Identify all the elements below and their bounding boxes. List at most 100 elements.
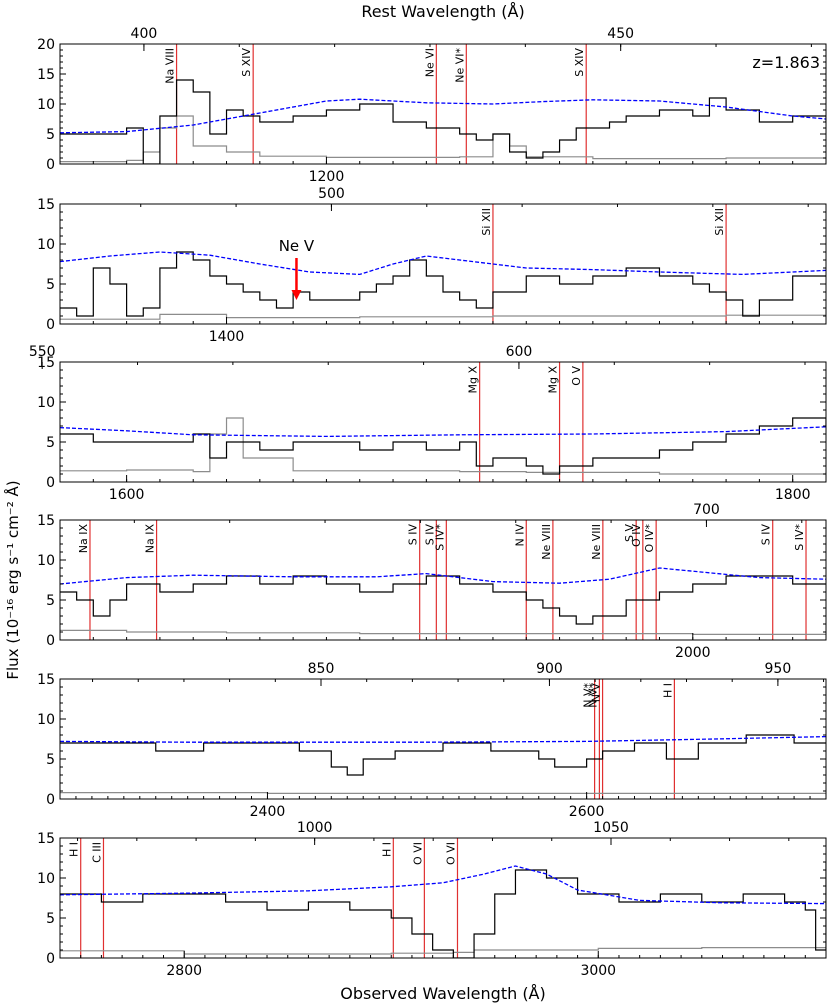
y-tick-label: 5 [46, 435, 55, 451]
error-spectrum [60, 629, 826, 635]
y-tick-label: 5 [46, 277, 55, 293]
obs-tick-label: 1800 [775, 487, 811, 503]
flux-axis-title: Flux (10⁻¹⁶ erg s⁻¹ cm⁻² Å) [3, 480, 22, 679]
line-marker-label: O IV* [643, 524, 656, 553]
error-spectrum [60, 792, 826, 795]
obs-tick-label: 1200 [309, 169, 345, 185]
obs-tick-label: 1400 [209, 329, 245, 345]
rest-tick-label: 600 [506, 344, 533, 360]
panel-frame [59, 203, 827, 325]
panel-1: Na VIII S XIV Ne VI Ne VI* S XIV 0 5 10 15 20 1200… [37, 26, 827, 185]
line-marker-label: S IV* [433, 524, 446, 551]
obs-tick-label: 2800 [166, 963, 202, 979]
rest-tick-label: 450 [607, 26, 634, 42]
line-marker-label: Na IX [144, 524, 157, 554]
rest-tick-label: 500 [318, 186, 345, 202]
y-tick-label: 15 [37, 831, 55, 847]
panel-5: N V*N V*N V H I 0 5 10 15 2400 2600 850 900 950 [37, 661, 827, 820]
obs-tick-label: 2000 [675, 645, 711, 661]
rest-tick-label: 700 [693, 502, 720, 518]
line-marker-label: S XIV [573, 48, 586, 77]
flux-spectrum [60, 79, 826, 164]
rest-tick-label: 550 [29, 344, 56, 360]
error-spectrum [60, 313, 826, 320]
error-spectrum [60, 115, 826, 163]
line-marker-label: S V [623, 524, 636, 542]
panels: Na VIII S XIV Ne VI Ne VI* S XIV 0 5 10 15 20 1200… [29, 26, 827, 979]
y-tick-label: 10 [37, 712, 55, 728]
y-tick-label: 10 [37, 237, 55, 253]
y-tick-label: 10 [37, 97, 55, 113]
continuum-fit [60, 251, 826, 276]
plot-area [60, 679, 826, 799]
rest-tick-label: 950 [765, 661, 792, 677]
line-marker-label: C III [90, 842, 103, 863]
flux-spectrum [60, 251, 826, 317]
line-marker-label: N IV [513, 524, 526, 547]
flux-spectrum [60, 417, 826, 475]
line-marker-label: Na IX [77, 524, 90, 554]
line-marker-label: Na VIII [164, 48, 177, 84]
panel-3: Mg XMg XO V05101516001800550600650 [29, 344, 827, 503]
line-marker-label: S IV [760, 524, 773, 546]
panel-6: H I C III H I O VI O VI 0 5 10 15 2800 3000 1000 105… [37, 820, 827, 979]
line-marker-label: S IV [407, 524, 420, 546]
y-tick-label: 0 [46, 475, 55, 491]
continuum-fit [60, 426, 826, 438]
error-spectrum [60, 417, 826, 475]
panel-frame [59, 837, 827, 959]
y-tick-label: 10 [37, 553, 55, 569]
y-tick-label: 15 [37, 513, 55, 529]
continuum-fit [60, 735, 826, 743]
y-tick-label: 10 [37, 871, 55, 887]
line-marker-label: H I [661, 683, 674, 698]
redshift-label: z=1.863 [752, 53, 820, 72]
line-marker-label: N V [590, 683, 603, 703]
rest-tick-label: 400 [131, 26, 158, 42]
obs-tick-label: 2600 [569, 804, 605, 820]
continuum-fit [60, 865, 826, 905]
y-tick-label: 15 [37, 67, 55, 83]
continuum-fit [60, 98, 826, 134]
line-marker-label: O VI [444, 842, 457, 865]
plot-area [60, 362, 826, 482]
flux-spectrum [60, 734, 826, 776]
flux-spectrum [60, 862, 826, 958]
line-marker-label: Ne VI [423, 48, 436, 77]
line-marker-label: Mg X [467, 366, 480, 394]
y-tick-label: 10 [37, 395, 55, 411]
panel-frame [59, 519, 827, 641]
observed-wavelength-title: Observed Wavelength (Å) [340, 984, 546, 1003]
line-marker-label: O V [570, 366, 583, 386]
panel-4: Na IX Na IX S IV S IVS IV* N IV Ne VIII Ne VII… [37, 502, 827, 661]
rest-tick-label: 1000 [297, 820, 333, 836]
line-marker-label: Si XII [713, 208, 726, 236]
y-tick-label: 15 [37, 672, 55, 688]
obs-tick-label: 2400 [250, 804, 286, 820]
y-tick-label: 0 [46, 317, 55, 333]
plot-area [60, 204, 826, 324]
line-marker-label: Ne VIII [590, 524, 603, 560]
line-marker-label: N V* [586, 683, 599, 708]
obs-tick-label: 3000 [580, 963, 616, 979]
y-tick-label: 15 [37, 197, 55, 213]
y-tick-label: 5 [46, 911, 55, 927]
ne-v-label: Ne V [279, 237, 315, 255]
line-marker-label: H I [380, 842, 393, 857]
line-marker-label: Mg X [547, 366, 560, 394]
line-marker-label: S IV [423, 524, 436, 546]
ne-v-arrow-head [291, 290, 302, 300]
y-tick-label: 5 [46, 752, 55, 768]
y-tick-label: 0 [46, 633, 55, 649]
continuum-fit [60, 567, 826, 585]
rest-tick-label: 900 [536, 661, 563, 677]
panel-frame [59, 361, 827, 483]
line-marker-label: Ne VIII [540, 524, 553, 560]
obs-tick-label: 1600 [109, 487, 145, 503]
y-tick-label: 0 [46, 951, 55, 967]
plot-area [60, 520, 826, 640]
y-tick-label: 5 [46, 127, 55, 143]
plot-area [60, 44, 826, 164]
y-tick-label: 0 [46, 792, 55, 808]
